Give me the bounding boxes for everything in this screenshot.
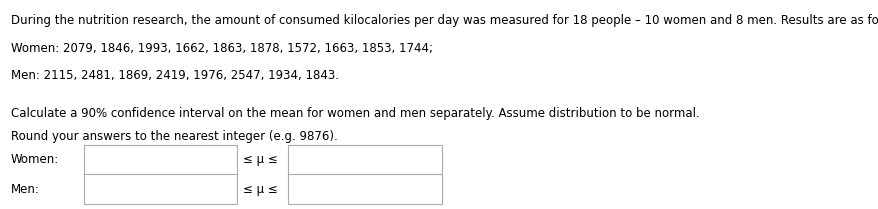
Text: ≤ μ ≤: ≤ μ ≤: [242, 183, 277, 196]
FancyBboxPatch shape: [83, 145, 237, 175]
Text: Men:: Men:: [11, 183, 40, 196]
Text: During the nutrition research, the amount of consumed kilocalories per day was m: During the nutrition research, the amoun…: [11, 14, 878, 27]
Text: ≤ μ ≤: ≤ μ ≤: [242, 153, 277, 166]
Text: Women:: Women:: [11, 153, 59, 166]
Text: Women: 2079, 1846, 1993, 1662, 1863, 1878, 1572, 1663, 1853, 1744;: Women: 2079, 1846, 1993, 1662, 1863, 187…: [11, 42, 432, 55]
Text: Round your answers to the nearest integer (e.g. 9876).: Round your answers to the nearest intege…: [11, 130, 337, 143]
Text: Calculate a 90% confidence interval on the mean for women and men separately. As: Calculate a 90% confidence interval on t…: [11, 107, 699, 120]
FancyBboxPatch shape: [83, 174, 237, 204]
FancyBboxPatch shape: [288, 145, 442, 175]
FancyBboxPatch shape: [288, 174, 442, 204]
Text: Men: 2115, 2481, 1869, 2419, 1976, 2547, 1934, 1843.: Men: 2115, 2481, 1869, 2419, 1976, 2547,…: [11, 69, 338, 82]
